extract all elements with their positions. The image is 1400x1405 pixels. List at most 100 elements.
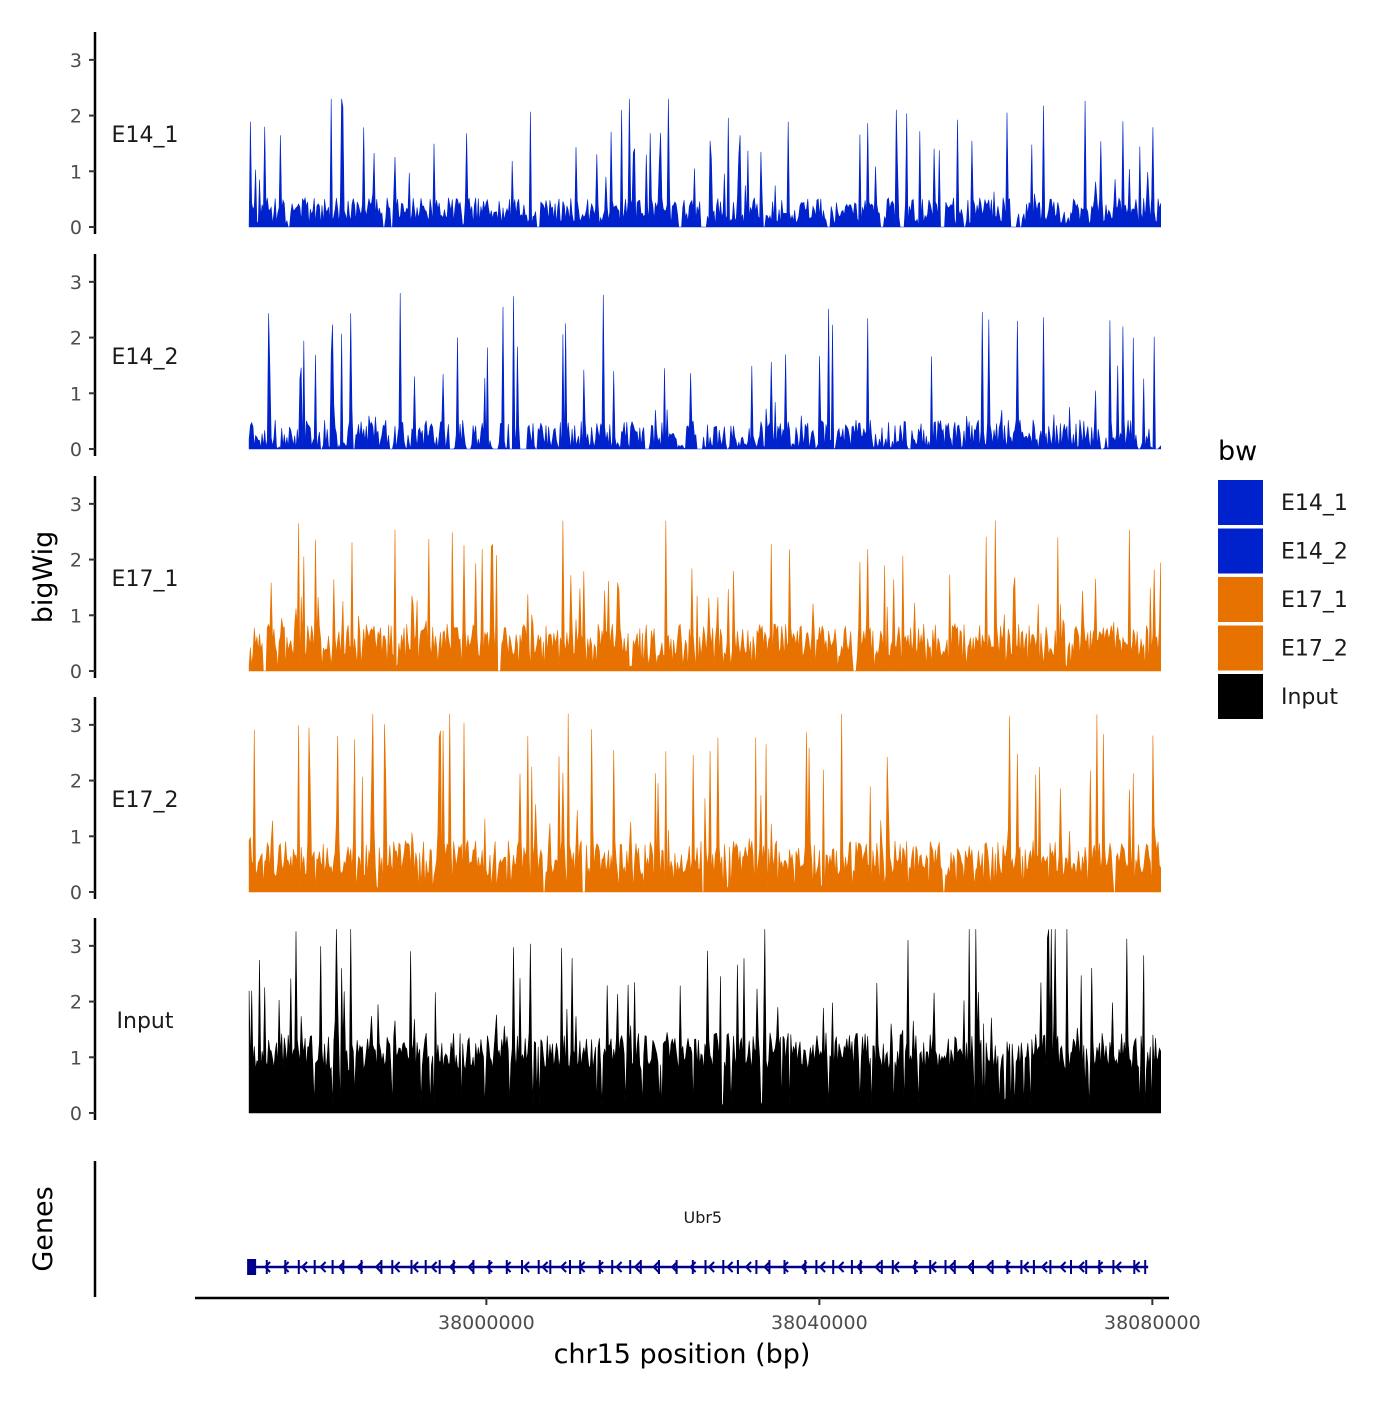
strand-arrow: [837, 1261, 845, 1273]
gene-exon: [815, 1260, 818, 1274]
gene-exon: [722, 1260, 725, 1274]
legend-label-E14_1: E14_1: [1281, 491, 1348, 516]
gene-exon: [342, 1260, 345, 1274]
strand-arrow: [929, 1261, 937, 1273]
strand-arrow: [596, 1261, 604, 1273]
strand-arrow: [467, 1261, 475, 1273]
gene-exon: [675, 1260, 678, 1274]
track-E14_1: 0 1 2 3 E14_1: [70, 32, 1161, 239]
strand-arrow: [448, 1261, 456, 1273]
gene-exon: [313, 1260, 316, 1274]
strand-arrow: [670, 1261, 678, 1273]
gene-exon: [569, 1260, 571, 1274]
y-tick-label: 1: [70, 161, 82, 183]
y-tick-label: 0: [70, 217, 82, 239]
legend-label-E14_2: E14_2: [1281, 540, 1348, 565]
strand-arrow: [763, 1261, 771, 1273]
y-tick-label: 2: [70, 771, 82, 793]
y-tick-label: 1: [70, 383, 82, 405]
strand-arrow: [985, 1261, 993, 1273]
gene-exon: [438, 1260, 441, 1274]
legend-title: bw: [1218, 436, 1257, 467]
y-tick-label: 1: [70, 826, 82, 848]
strand-arrow: [578, 1261, 586, 1273]
y-tick-label: 1: [70, 605, 82, 627]
y-tick-label: 3: [70, 50, 82, 72]
y-tick-label: 3: [70, 494, 82, 516]
strand-arrow: [615, 1261, 623, 1273]
gene-exon: [1070, 1260, 1072, 1274]
strand-arrow: [411, 1261, 419, 1273]
strand-arrow: [504, 1261, 512, 1273]
gene-exon: [944, 1260, 947, 1274]
gene-exon: [549, 1260, 552, 1274]
strand-arrow: [818, 1261, 826, 1273]
strand-arrow: [874, 1261, 882, 1273]
y-tick-label: 3: [70, 272, 82, 294]
y-tick-label: 0: [70, 661, 82, 683]
y-tick-label: 1: [70, 1047, 82, 1069]
gene-exon: [1049, 1260, 1052, 1274]
gene-exon: [410, 1260, 413, 1274]
strand-arrow: [430, 1261, 438, 1273]
coverage-area-E17_2: [248, 713, 1161, 893]
gene-exon: [611, 1260, 614, 1274]
legend: bw E14_1 E14_2 E17_1 E17_2 Input: [1218, 436, 1348, 719]
gene-exon: [880, 1260, 883, 1274]
track-E17_2: 0 1 2 3 E17_2: [70, 697, 1161, 904]
gene-exon: [768, 1260, 771, 1274]
strand-arrow: [1040, 1261, 1048, 1273]
y-tick-label: 2: [70, 328, 82, 350]
gene-exon: [629, 1260, 632, 1274]
strand-arrow: [744, 1261, 752, 1273]
tracks-layer: 0 1 2 3 E14_1 0 1 2 3 E14_2 0 1 2 3 E17_1 0 1 2 3 E17_2 0 1 2 3…: [70, 32, 1161, 1125]
strand-arrow: [393, 1261, 401, 1273]
gene-exon: [704, 1260, 707, 1274]
gene-exon: [850, 1260, 853, 1274]
y-tick-label: 0: [70, 439, 82, 461]
gene-exon: [360, 1260, 363, 1274]
gene-exon: [537, 1260, 540, 1274]
gene-exon: [639, 1260, 642, 1274]
gene-exon: [1144, 1260, 1147, 1274]
genes-layer: Ubr5: [93, 1161, 1149, 1297]
strand-arrow: [319, 1261, 327, 1273]
strand-arrow: [337, 1261, 345, 1273]
coverage-area-E17_1: [248, 520, 1161, 672]
x-tick-label: 38000000: [438, 1312, 535, 1334]
gene-exon: [380, 1260, 383, 1274]
gene-exon-utr: [247, 1259, 257, 1275]
genes-panel-title: Genes: [28, 1186, 59, 1271]
gene-exon: [284, 1260, 287, 1274]
strand-arrow: [892, 1261, 900, 1273]
y-tick-label: 2: [70, 550, 82, 572]
x-tick-label: 38080000: [1104, 1312, 1201, 1334]
strand-arrow: [911, 1261, 919, 1273]
gene-exon: [755, 1260, 758, 1274]
gene-exon: [832, 1260, 835, 1274]
y-tick-label: 0: [70, 882, 82, 904]
strand-arrow: [855, 1261, 863, 1273]
gene-exon: [521, 1260, 523, 1274]
strand-arrow: [707, 1261, 715, 1273]
strand-arrow: [652, 1261, 660, 1273]
strand-arrow: [522, 1261, 530, 1273]
strand-arrow: [1059, 1261, 1067, 1273]
legend-label-E17_1: E17_1: [1281, 588, 1348, 613]
gene-exon: [1032, 1260, 1035, 1274]
gene-exon: [391, 1260, 394, 1274]
legend-label-Input: Input: [1281, 685, 1338, 710]
gene-name-label: Ubr5: [683, 1208, 722, 1227]
gene-exon: [736, 1260, 739, 1274]
y-tick-label: 3: [70, 715, 82, 737]
gene-exon: [297, 1260, 300, 1274]
coverage-area-Input: [248, 929, 1161, 1114]
legend-swatch-E17_1: [1218, 577, 1263, 622]
legend-swatch-E14_2: [1218, 528, 1263, 574]
strand-arrow: [282, 1261, 290, 1273]
track-label: Input: [117, 1009, 174, 1034]
gene-exon: [331, 1260, 334, 1274]
y-tick-label: 3: [70, 936, 82, 958]
strand-arrow: [633, 1261, 641, 1273]
